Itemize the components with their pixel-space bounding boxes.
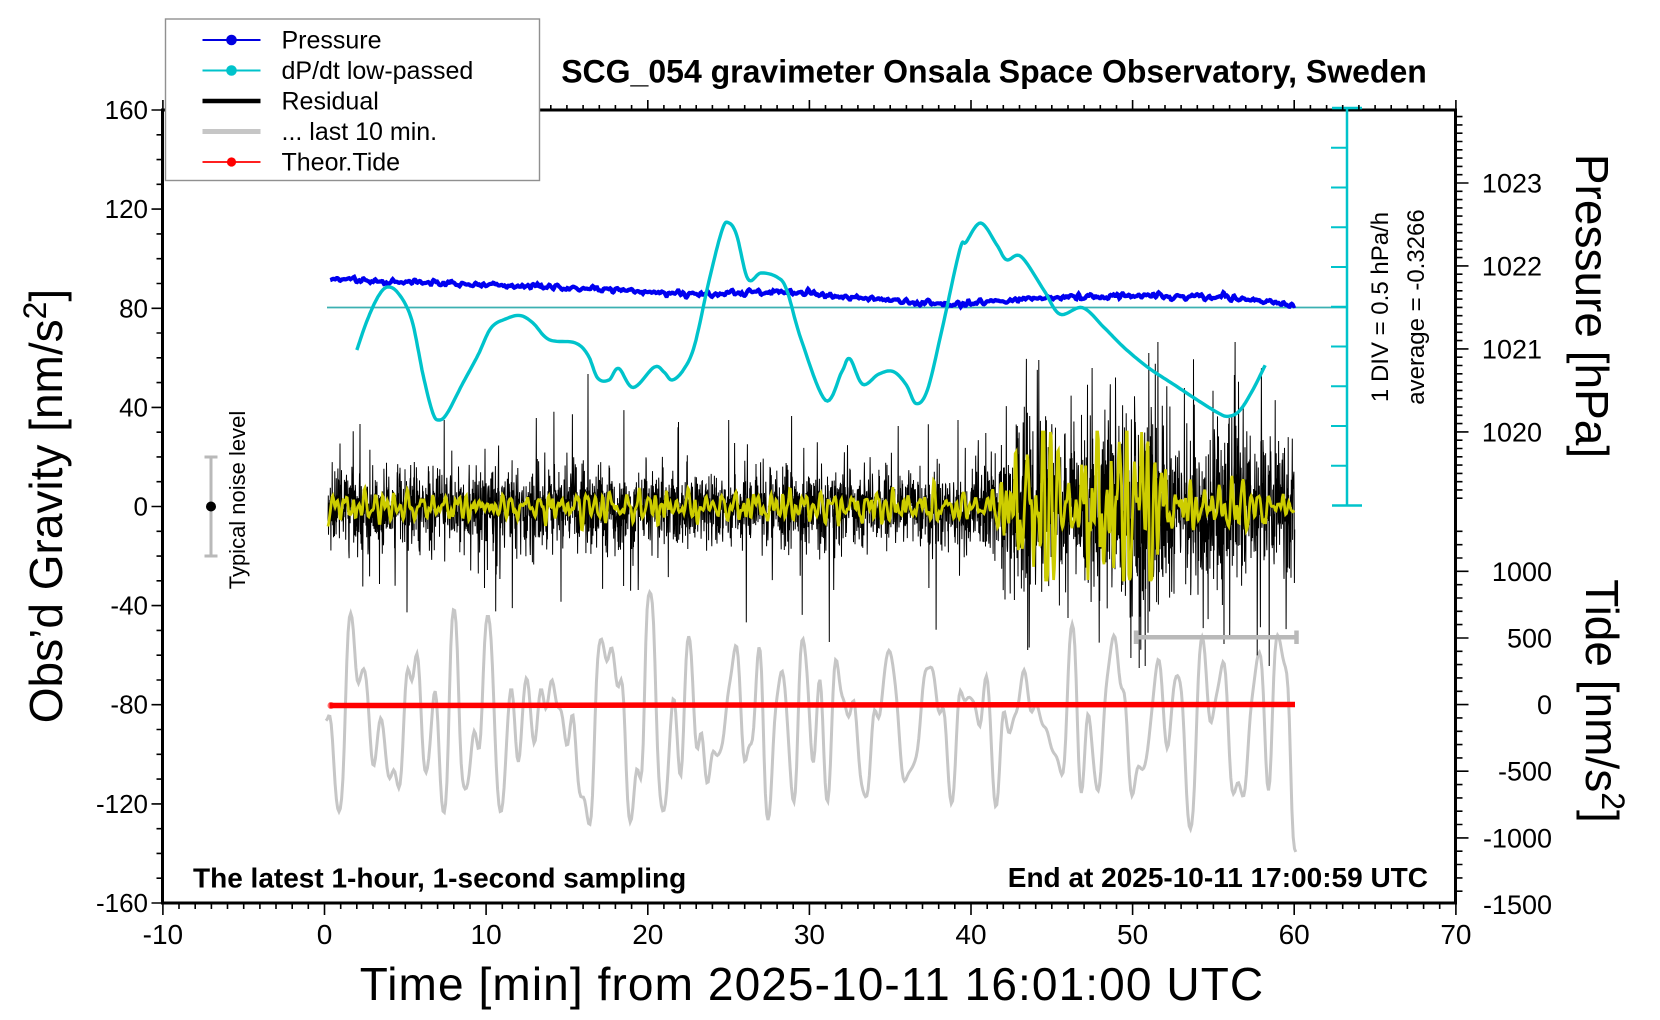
svg-text:Pressure [hPa]: Pressure [hPa] [1566, 154, 1618, 458]
svg-text:40: 40 [119, 392, 148, 422]
svg-text:Typical noise level: Typical noise level [225, 411, 250, 590]
svg-text:SCG_054 gravimeter Onsala Spac: SCG_054 gravimeter Onsala Space Observat… [561, 54, 1427, 90]
svg-text:1021: 1021 [1482, 334, 1542, 364]
svg-text:-40: -40 [110, 591, 148, 621]
svg-text:... last 10 min.: ... last 10 min. [282, 118, 438, 146]
svg-text:1000: 1000 [1492, 557, 1552, 587]
svg-text:Time [min] from 2025-10-11 16:: Time [min] from 2025-10-11 16:01:00 UTC [360, 958, 1264, 1010]
svg-text:80: 80 [119, 293, 148, 323]
svg-text:1020: 1020 [1482, 417, 1542, 447]
svg-text:1023: 1023 [1482, 169, 1542, 199]
svg-text:70: 70 [1440, 919, 1471, 950]
svg-text:0: 0 [317, 919, 333, 950]
svg-text:1 DIV = 0.5 hPa/h: 1 DIV = 0.5 hPa/h [1367, 212, 1394, 402]
svg-text:0: 0 [134, 492, 148, 522]
svg-text:Residual: Residual [282, 88, 379, 116]
svg-text:20: 20 [632, 919, 663, 950]
svg-text:-120: -120 [96, 789, 148, 819]
svg-text:-10: -10 [143, 919, 183, 950]
svg-text:Pressure: Pressure [282, 27, 382, 55]
svg-text:60: 60 [1279, 919, 1310, 950]
svg-text:-160: -160 [96, 888, 148, 918]
svg-text:50: 50 [1117, 919, 1148, 950]
svg-text:10: 10 [471, 919, 502, 950]
svg-text:-80: -80 [110, 690, 148, 720]
svg-text:0: 0 [1537, 690, 1552, 720]
svg-text:Obs’d Gravity [nm/s2]: Obs’d Gravity [nm/s2] [17, 289, 72, 723]
svg-text:500: 500 [1507, 624, 1552, 654]
svg-text:The latest 1-hour, 1-second sa: The latest 1-hour, 1-second sampling [193, 863, 686, 894]
svg-text:40: 40 [955, 919, 986, 950]
svg-text:-1000: -1000 [1483, 823, 1552, 853]
svg-text:-1500: -1500 [1483, 890, 1552, 920]
svg-text:160: 160 [105, 95, 148, 125]
svg-text:Theor.Tide: Theor.Tide [282, 149, 401, 177]
svg-text:average = -0.3266: average = -0.3266 [1403, 209, 1430, 404]
svg-text:30: 30 [794, 919, 825, 950]
svg-text:End at 2025-10-11 17:00:59 UTC: End at 2025-10-11 17:00:59 UTC [1008, 862, 1428, 893]
svg-text:-500: -500 [1498, 757, 1552, 787]
svg-text:dP/dt low-passed: dP/dt low-passed [282, 57, 474, 85]
svg-text:120: 120 [105, 194, 148, 224]
svg-text:Tide [nm/s2]: Tide [nm/s2] [1576, 579, 1631, 823]
svg-text:1022: 1022 [1482, 251, 1542, 281]
